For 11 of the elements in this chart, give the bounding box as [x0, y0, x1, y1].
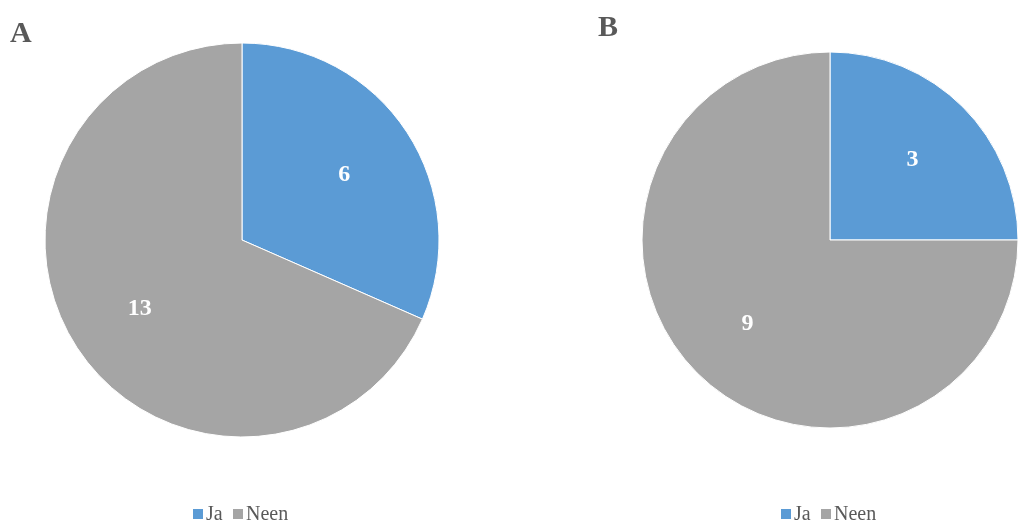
- data-label: 13: [127, 293, 152, 320]
- legend-label: Ja: [794, 502, 811, 524]
- legend-label: Neen: [834, 502, 877, 524]
- data-label: 9: [741, 309, 754, 336]
- chart-title: B: [598, 9, 619, 42]
- legend-label: Ja: [206, 502, 223, 524]
- chart-title: A: [10, 15, 32, 48]
- pie-slice: [641, 51, 1019, 429]
- legend-label: Neen: [246, 502, 289, 524]
- data-label: 6: [338, 160, 351, 187]
- data-label: 3: [906, 144, 919, 171]
